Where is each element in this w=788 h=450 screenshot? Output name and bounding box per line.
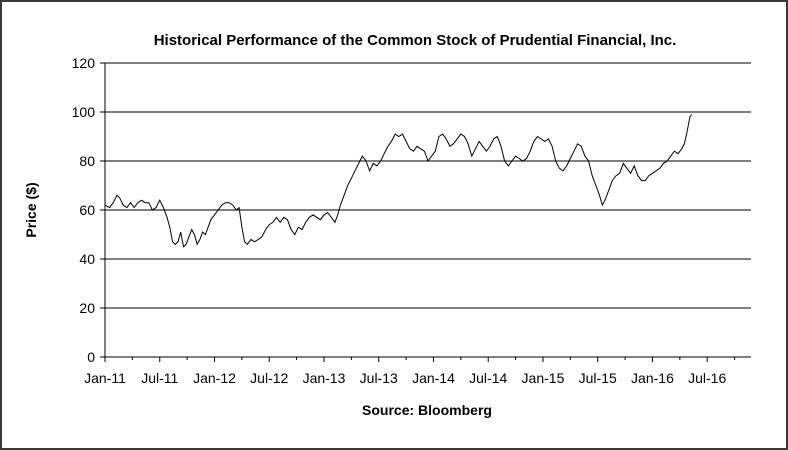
x-tick-label: Jul-11 [141, 370, 178, 386]
x-tick-label: Jul-13 [360, 370, 398, 386]
x-tick-label: Jul-15 [579, 370, 617, 386]
x-tick-label: Jan-12 [193, 370, 236, 386]
x-tick-labels: Jan-11 Jul-11 Jan-12 Jul-12 Jan-13 Jul-13 Jan-… [84, 370, 726, 386]
y-tick-label: 80 [79, 153, 95, 169]
y-axis-label: Price ($) [23, 182, 39, 237]
x-tick-label: Jan-14 [412, 370, 455, 386]
gridlines [100, 62, 751, 362]
x-tick-label: Jan-11 [84, 370, 126, 386]
x-tick-label: Jan-16 [631, 370, 674, 386]
y-tick-labels: 0 20 40 60 80 100 120 [72, 55, 96, 365]
y-tick-label: 40 [79, 251, 95, 267]
y-tick-label: 100 [72, 104, 96, 120]
x-tick-label: Jan-15 [522, 370, 565, 386]
y-tick-label: 120 [72, 55, 96, 71]
source-note: Source: Bloomberg [362, 402, 492, 418]
x-tick-label: Jul-14 [469, 370, 507, 386]
price-line [104, 114, 693, 248]
x-tick-label: Jan-13 [303, 370, 346, 386]
x-tick-label: Jul-12 [250, 370, 288, 386]
x-tick-label: Jul-16 [688, 370, 726, 386]
y-tick-label: 20 [79, 300, 95, 316]
y-tick-label: 60 [79, 202, 95, 218]
chart-title: Historical Performance of the Common Sto… [154, 32, 677, 49]
y-tick-label: 0 [87, 349, 95, 365]
